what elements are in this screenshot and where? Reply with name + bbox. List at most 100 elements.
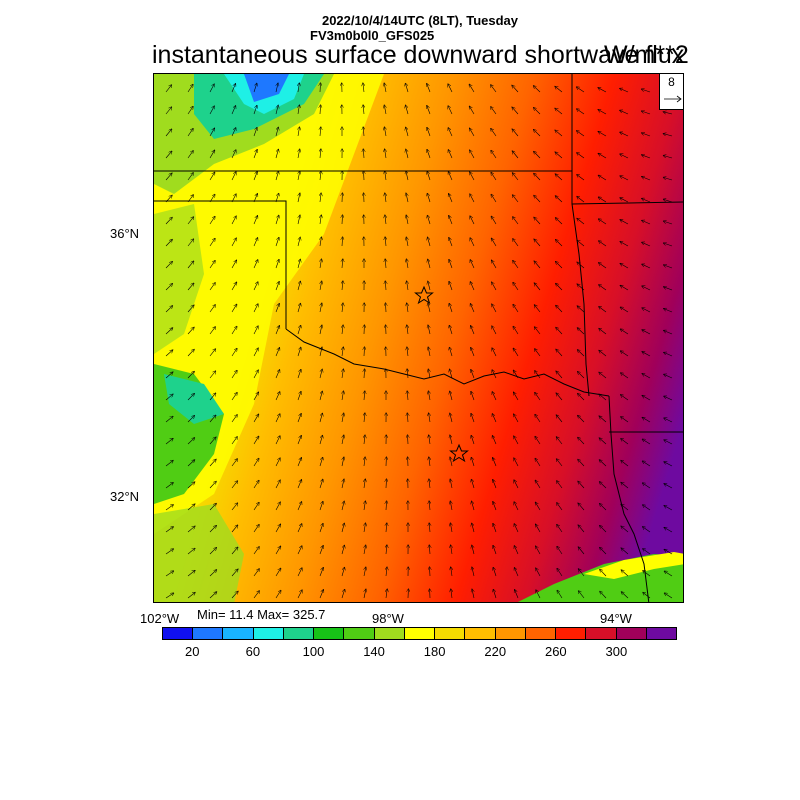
wind-vector xyxy=(209,504,216,511)
wind-vector xyxy=(534,217,541,225)
wind-vector xyxy=(386,303,387,313)
wind-vector xyxy=(620,242,629,247)
wind-vector xyxy=(319,413,322,423)
wind-vector xyxy=(472,501,475,511)
wind-vector xyxy=(231,569,238,577)
wind-vector xyxy=(642,242,651,247)
wind-vector xyxy=(342,281,343,291)
wind-vector xyxy=(319,435,323,445)
wind-vector xyxy=(319,391,322,401)
wind-vector xyxy=(231,459,237,467)
wind-vector xyxy=(556,371,563,379)
wind-vector xyxy=(555,196,563,203)
wind-vector xyxy=(620,154,629,159)
wind-vector xyxy=(578,481,585,489)
wind-vector xyxy=(491,151,497,159)
wind-vector xyxy=(513,370,519,379)
wind-vector xyxy=(386,501,387,511)
wind-vector xyxy=(556,349,563,357)
wind-vector xyxy=(429,413,430,423)
ok-panhandle-border xyxy=(154,200,287,329)
wind-vector xyxy=(342,413,344,423)
wind-vector xyxy=(642,374,651,379)
lon-label-98: 98°W xyxy=(372,611,404,626)
wind-vector xyxy=(209,481,216,489)
wind-vector xyxy=(320,127,321,137)
lat-label-32: 32°N xyxy=(110,489,140,504)
wind-vector xyxy=(253,128,257,137)
wind-vector xyxy=(429,435,430,445)
wind-vector xyxy=(449,238,453,247)
wind-vector xyxy=(405,83,409,93)
wind-vector xyxy=(493,568,497,577)
wind-vector xyxy=(577,262,585,269)
wind-vector xyxy=(599,438,607,445)
wind-vector xyxy=(598,132,607,137)
wind-vector xyxy=(275,348,280,357)
wind-vector xyxy=(470,128,475,137)
wind-vector xyxy=(406,105,409,115)
wind-vector xyxy=(320,303,322,313)
wind-vector xyxy=(253,591,259,599)
wind-vector xyxy=(427,193,431,203)
wind-vector xyxy=(513,305,519,313)
wind-vector xyxy=(621,504,629,511)
wind-vector xyxy=(406,171,408,181)
wind-vector xyxy=(165,571,174,577)
wind-vector xyxy=(342,215,343,225)
wind-vector xyxy=(364,545,366,555)
wind-vector xyxy=(165,151,172,159)
wind-vector xyxy=(492,414,497,423)
wind-vector xyxy=(664,309,673,313)
wind-vector xyxy=(512,129,519,137)
wind-vector xyxy=(253,414,259,423)
colorbar-swatch xyxy=(465,628,496,639)
wind-vector xyxy=(555,108,563,115)
wind-vector xyxy=(599,329,607,335)
wind-vector xyxy=(663,112,673,115)
wind-vector xyxy=(449,347,453,357)
mo-ar-border xyxy=(571,201,683,205)
wind-vector xyxy=(664,418,673,423)
model-title: FV3m0b0l0_GFS025 xyxy=(310,28,435,43)
wind-vector xyxy=(664,331,673,335)
wind-vector xyxy=(493,480,497,489)
wind-vector xyxy=(319,546,323,555)
wind-vector xyxy=(165,549,173,555)
wind-vector xyxy=(187,283,194,291)
wind-vector xyxy=(320,149,321,159)
wind-vector xyxy=(642,286,651,291)
wind-vector xyxy=(385,171,386,181)
wind-vector xyxy=(663,177,673,181)
wind-vector xyxy=(449,304,453,313)
wind-vector xyxy=(297,303,301,313)
wind-vector xyxy=(253,503,259,511)
wind-vector xyxy=(320,347,322,357)
wind-vector xyxy=(492,436,497,445)
wind-vector xyxy=(320,215,321,225)
wind-vector xyxy=(642,264,651,269)
wind-vector xyxy=(448,84,453,93)
wind-vector xyxy=(664,287,673,291)
wind-vector xyxy=(621,570,629,577)
wind-vector xyxy=(253,547,259,555)
colorbar-swatch xyxy=(404,628,436,639)
wind-vector xyxy=(187,151,193,159)
wind-vector xyxy=(406,193,408,203)
wind-vector xyxy=(492,304,497,313)
wind-vector xyxy=(557,459,563,467)
wind-vector xyxy=(556,284,563,291)
wind-vector xyxy=(320,325,322,335)
wind-vector xyxy=(231,106,236,115)
wind-vector xyxy=(275,524,281,533)
wind-vector xyxy=(513,326,519,335)
shaded-region-gulf-edge xyxy=(584,552,683,579)
wind-vector xyxy=(209,349,216,357)
wind-vector xyxy=(448,150,453,159)
wind-vector xyxy=(297,502,302,511)
wind-vector xyxy=(642,199,651,203)
wind-vector xyxy=(297,414,301,423)
wind-vector xyxy=(187,217,194,225)
wind-vector xyxy=(514,568,519,577)
wind-vector xyxy=(664,396,673,401)
